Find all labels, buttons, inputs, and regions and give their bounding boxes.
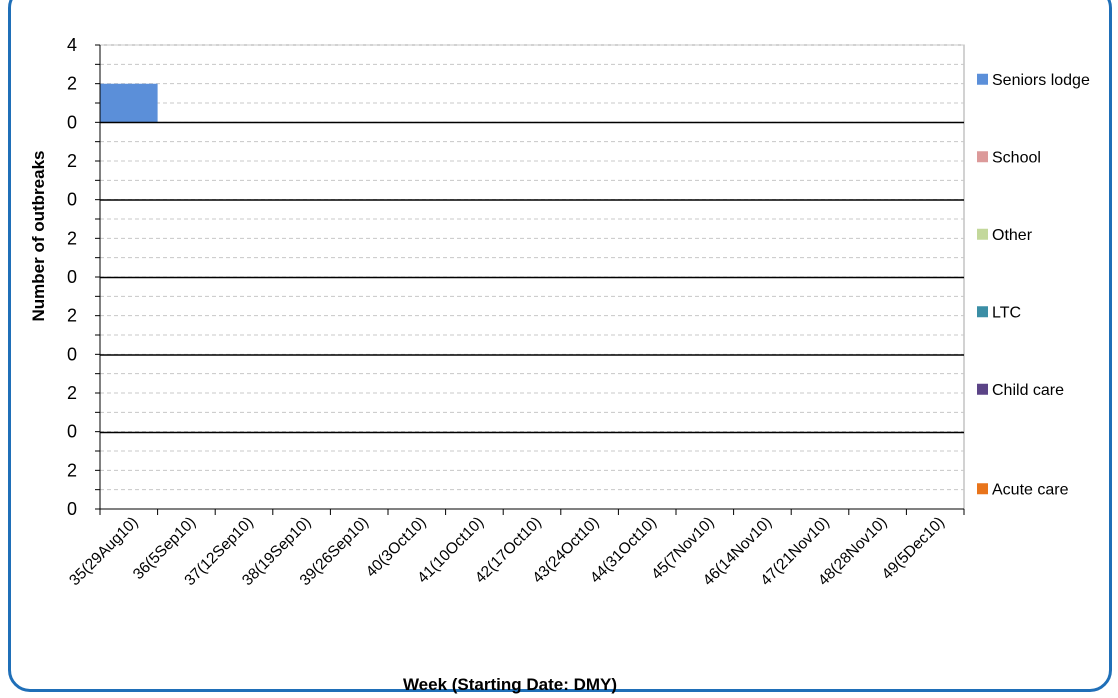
y-tick-label: 2 (67, 306, 77, 326)
y-tick-label: 2 (67, 151, 77, 171)
y-axis: 4 2 0 2 0 2 0 2 0 2 0 2 0 (67, 35, 100, 519)
y-tick-label: 4 (67, 35, 77, 55)
y-tick-label: 2 (67, 460, 77, 480)
legend-label: Child care (992, 382, 1064, 399)
x-tick-label: 35(29Aug10) (66, 514, 141, 589)
legend-swatch (977, 151, 988, 163)
y-tick-label: 0 (67, 344, 77, 364)
y-axis-title: Number of outbreaks (29, 151, 48, 322)
legend: Seniors lodge School Other LTC Child care Acu… (977, 72, 1090, 498)
legend-swatch (977, 383, 988, 395)
legend-label: Seniors lodge (992, 72, 1090, 89)
y-tick-label: 0 (67, 112, 77, 132)
y-tick-label: 0 (67, 190, 77, 210)
legend-label: Acute care (992, 481, 1069, 498)
legend-swatch (977, 73, 988, 85)
y-tick-label: 2 (67, 228, 77, 248)
x-axis: 35(29Aug10)36(5Sep10)37(12Sep10)38(19Sep… (66, 509, 965, 589)
y-tick-label: 2 (67, 74, 77, 94)
legend-swatch (977, 228, 988, 240)
y-tick-label: 0 (67, 422, 77, 442)
x-axis-title: Week (Starting Date: DMY) (403, 675, 617, 694)
legend-label: LTC (992, 304, 1021, 321)
legend-label: School (992, 149, 1041, 166)
legend-swatch (977, 483, 988, 495)
x-tick-label: 49(5Dec10) (879, 514, 948, 583)
legend-label: Other (992, 227, 1033, 244)
legend-swatch (977, 306, 988, 318)
y-tick-label: 0 (67, 267, 77, 287)
y-tick-label: 2 (67, 383, 77, 403)
y-tick-label: 0 (67, 499, 77, 519)
bar (100, 83, 158, 123)
